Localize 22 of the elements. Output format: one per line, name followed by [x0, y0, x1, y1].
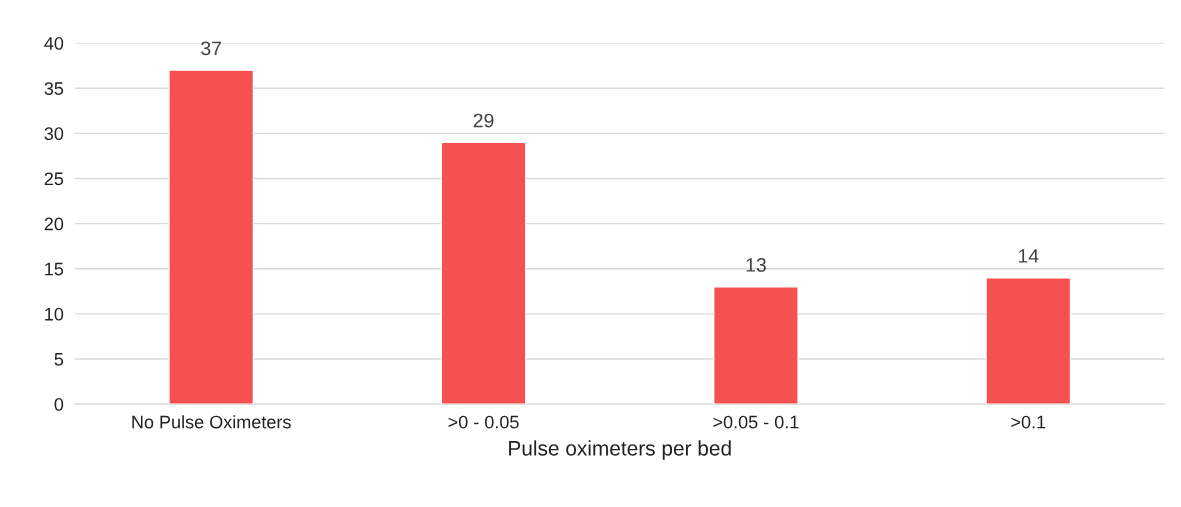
- x-tick-label: >0 - 0.05: [448, 415, 519, 429]
- bar: [713, 286, 799, 405]
- x-axis-title: Pulse oximeters per bed: [509, 440, 731, 460]
- bar: [440, 141, 527, 405]
- x-tick-label: >0.1: [1011, 415, 1046, 429]
- data-label: 37: [201, 41, 222, 56]
- x-tick-label: >0.05 - 0.1: [713, 415, 799, 429]
- y-tick-label: 25: [44, 172, 64, 186]
- x-tick-label: No Pulse Oximeters: [132, 415, 291, 429]
- y-tick-label: 15: [45, 262, 64, 276]
- y-tick-label: 0: [54, 398, 64, 411]
- data-label: 29: [473, 113, 494, 128]
- y-tick-label: 10: [45, 307, 64, 321]
- y-tick-label: 5: [54, 353, 64, 366]
- y-tick-label: 35: [44, 82, 64, 95]
- data-label: 13: [746, 258, 766, 272]
- bar: [168, 69, 255, 405]
- y-tick-label: 30: [44, 127, 64, 141]
- data-label: 14: [1018, 249, 1039, 263]
- bar: [985, 277, 1072, 405]
- y-tick-label: 40: [44, 37, 64, 50]
- y-tick-label: 20: [44, 217, 64, 231]
